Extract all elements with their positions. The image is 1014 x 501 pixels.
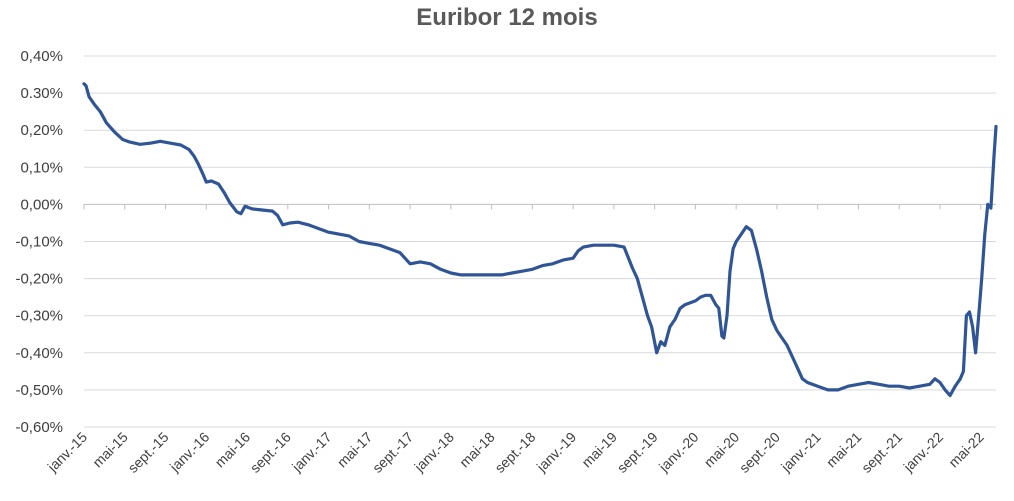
series-line-euribor: [82, 82, 998, 398]
y-tick-labels: 0,40% 0.30% 0,20% 0,10% 0,00% -0,10% -0,20% -0,…: [15, 48, 63, 436]
x-tick-label: sept.-20: [736, 429, 783, 476]
x-tick-label: sept.-18: [491, 429, 538, 476]
x-tick-label: mai-22: [945, 429, 987, 471]
y-tick-label: 0,10%: [20, 159, 63, 176]
y-tick-label: 0,20%: [20, 122, 63, 139]
y-tick-label: -0,50%: [15, 382, 63, 399]
x-tick-label: sept.-17: [369, 429, 416, 476]
y-tick-label: -0,20%: [15, 271, 63, 288]
x-tick-label: janv.-16: [166, 429, 213, 476]
x-tick-label: sept.-15: [125, 429, 172, 476]
y-tick-label: 0,40%: [20, 48, 63, 65]
x-tick-label: janv.-18: [410, 429, 457, 476]
x-tick-label: janv.-20: [655, 429, 702, 476]
x-axis: [83, 203, 996, 210]
y-tick-label: 0.30%: [20, 85, 63, 102]
x-tick-label: janv.-19: [533, 429, 580, 476]
y-tick-label: -0,60%: [15, 419, 63, 436]
x-tick-label: janv.-21: [777, 429, 824, 476]
x-tick-label: janv.-17: [288, 429, 335, 476]
chart-title: Euribor 12 mois: [416, 4, 598, 31]
y-tick-label: 0,00%: [20, 196, 63, 213]
gridlines: [84, 55, 996, 428]
x-tick-label: sept.-16: [247, 429, 294, 476]
series-lines: [82, 82, 998, 398]
x-tick-label: sept.-21: [858, 429, 905, 476]
y-tick-label: -0,40%: [15, 345, 63, 362]
x-tick-label: janv.-22: [900, 429, 947, 476]
x-tick-label: sept.-19: [614, 429, 661, 476]
y-tick-label: -0,30%: [15, 308, 63, 325]
y-tick-label: -0,10%: [15, 234, 63, 251]
